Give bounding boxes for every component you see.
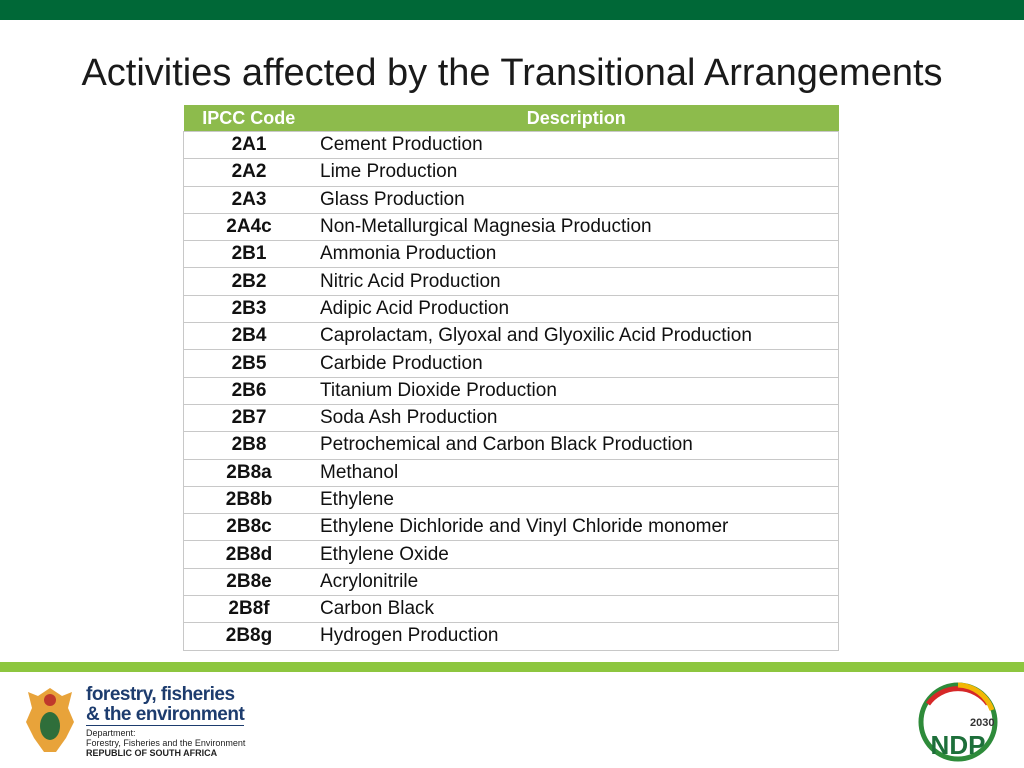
code-cell: 2B3 <box>183 294 314 323</box>
header-row: IPCC Code Description <box>183 105 839 132</box>
description-cell: Methanol <box>314 458 839 487</box>
table-row: 2A1 Cement Production <box>183 130 839 159</box>
code-cell: 2A3 <box>183 185 314 214</box>
table-row: 2A4c Non-Metallurgical Magnesia Productio… <box>183 212 839 241</box>
divider <box>86 725 244 726</box>
table-row: 2B8a Methanol <box>183 458 839 487</box>
description-cell: Ethylene Dichloride and Vinyl Chloride m… <box>314 513 839 541</box>
table-row: 2B7 Soda Ash Production <box>183 403 839 432</box>
code-cell: 2B8c <box>183 513 314 541</box>
header-cell: IPCC Code <box>183 105 314 132</box>
code-cell: 2A4c <box>183 212 314 241</box>
code-cell: 2B8b <box>183 485 314 514</box>
table-row: 2A2 Lime Production <box>183 158 839 187</box>
ndp-text: NDP <box>931 730 986 760</box>
table-row: 2B3 Adipic Acid Production <box>183 294 839 323</box>
description-cell: Hydrogen Production <box>314 622 839 651</box>
dept-name: Forestry, Fisheries and the Environment <box>86 738 246 748</box>
coat-of-arms <box>26 688 74 752</box>
table-row: 2B8d Ethylene Oxide <box>183 540 839 569</box>
code-cell: 2B8d <box>183 540 314 569</box>
country: REPUBLIC OF SOUTH AFRICA <box>86 748 218 758</box>
code-cell: 2B2 <box>183 267 314 296</box>
code-cell: 2B1 <box>183 240 314 268</box>
slide-title: Activities affected by the Transitional … <box>81 52 943 94</box>
code-cell: 2A1 <box>183 130 314 159</box>
table-body: 2A1 Cement Production 2A2 Lime Production 2A… <box>183 130 839 651</box>
code-cell: 2B8f <box>183 595 314 623</box>
description-cell: Carbon Black <box>314 595 839 623</box>
description-cell: Petrochemical and Carbon Black Productio… <box>314 431 839 460</box>
table-row: 2B4 Caprolactam, Glyoxal and Glyoxilic Ac… <box>183 322 839 350</box>
table-row: 2B1 Ammonia Production <box>183 240 839 268</box>
description-cell: Ammonia Production <box>314 240 839 268</box>
description-cell: Ethylene <box>314 485 839 514</box>
code-cell: 2B8 <box>183 431 314 460</box>
ndp-year: 2030 <box>970 717 994 729</box>
table-row: 2B8c Ethylene Dichloride and Vinyl Chlori… <box>183 513 839 541</box>
description-cell: Ethylene Oxide <box>314 540 839 569</box>
table-row: 2B5 Carbide Production <box>183 349 839 378</box>
table-row: 2B8b Ethylene <box>183 485 839 514</box>
description-cell: Nitric Acid Production <box>314 267 839 296</box>
table-row: 2A3 Glass Production <box>183 185 839 214</box>
description-cell: Lime Production <box>314 158 839 187</box>
code-cell: 2B4 <box>183 322 314 350</box>
description-cell: Carbide Production <box>314 349 839 378</box>
logo-text: forestry, fisheries <box>86 684 235 705</box>
code-cell: 2B8g <box>183 622 314 651</box>
code-cell: 2B7 <box>183 403 314 432</box>
description-cell: Acrylonitrile <box>314 567 839 596</box>
description-cell: Adipic Acid Production <box>314 294 839 323</box>
code-cell: 2B8e <box>183 567 314 596</box>
top-bar <box>0 0 1024 20</box>
header-cell: Description <box>314 105 839 132</box>
table-row: 2B6 Titanium Dioxide Production <box>183 376 839 405</box>
table-row: 2B2 Nitric Acid Production <box>183 267 839 296</box>
description-cell: Glass Production <box>314 185 839 214</box>
table-row: 2B8e Acrylonitrile <box>183 567 839 596</box>
description-cell: Caprolactam, Glyoxal and Glyoxilic Acid … <box>314 322 839 350</box>
table-row: 2B8 Petrochemical and Carbon Black Produc… <box>183 431 839 460</box>
code-cell: 2A2 <box>183 158 314 187</box>
bottom-bar <box>0 662 1024 672</box>
description-cell: Non-Metallurgical Magnesia Production <box>314 212 839 241</box>
description-cell: Cement Production <box>314 130 839 159</box>
dept-label: Department: <box>86 728 136 738</box>
logo-text: & the environment <box>86 704 245 725</box>
code-cell: 2B6 <box>183 376 314 405</box>
code-cell: 2B8a <box>183 458 314 487</box>
ndp-logo: 2030 NDP <box>918 682 998 762</box>
description-cell: Titanium Dioxide Production <box>314 376 839 405</box>
table-row: 2B8f Carbon Black <box>183 595 839 623</box>
activities-table: IPCC Code Description 2A1 Cement Producti… <box>183 105 839 651</box>
description-cell: Soda Ash Production <box>314 403 839 432</box>
code-cell: 2B5 <box>183 349 314 378</box>
table-row: 2B8g Hydrogen Production <box>183 622 839 651</box>
